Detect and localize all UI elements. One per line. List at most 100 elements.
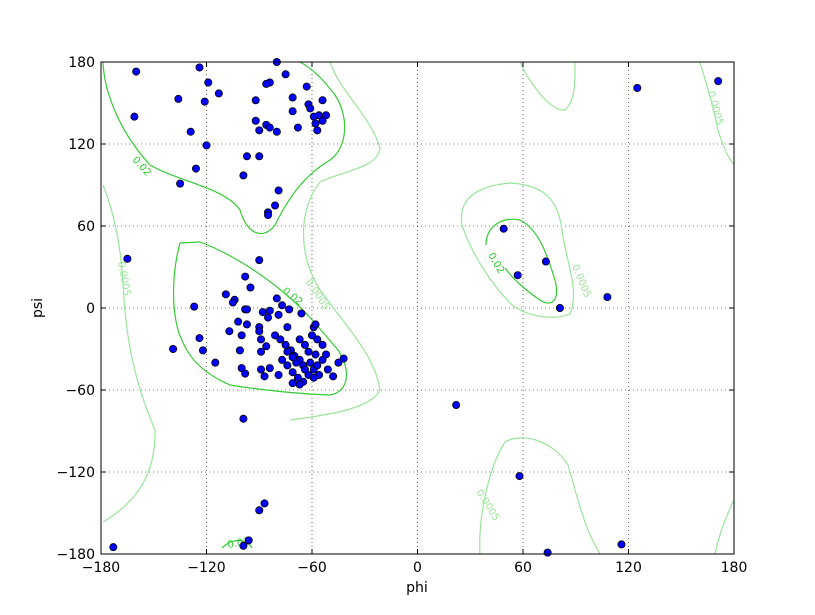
point: [242, 320, 251, 329]
contour-line: [699, 61, 735, 166]
point: [555, 303, 564, 312]
point: [244, 536, 253, 545]
point: [318, 116, 327, 125]
point: [295, 380, 304, 389]
point: [306, 104, 315, 113]
point: [313, 361, 322, 370]
points: [109, 58, 723, 557]
point: [174, 94, 183, 103]
point: [300, 340, 309, 349]
contour-line: [519, 61, 576, 111]
point: [255, 506, 264, 515]
point: [281, 70, 290, 79]
point: [123, 254, 132, 263]
point: [265, 306, 274, 315]
point: [211, 358, 220, 367]
contour-line: [479, 437, 601, 555]
point: [322, 350, 331, 359]
point: [255, 152, 264, 161]
point: [204, 78, 213, 87]
point: [251, 116, 260, 125]
point: [318, 96, 327, 105]
point: [190, 302, 199, 311]
point: [278, 355, 287, 364]
point: [260, 499, 269, 508]
point: [176, 179, 185, 188]
x-tick-label: 0: [413, 560, 422, 576]
point: [241, 272, 250, 281]
point: [264, 313, 273, 322]
point: [302, 82, 311, 91]
point: [225, 327, 234, 336]
point: [271, 201, 280, 210]
point: [255, 256, 264, 265]
contour-line: [102, 184, 156, 523]
point: [339, 354, 348, 363]
point: [239, 414, 248, 423]
point: [241, 369, 250, 378]
point: [285, 305, 294, 314]
x-axis-label: phi: [406, 580, 428, 596]
point: [228, 298, 237, 307]
point: [295, 335, 304, 344]
point: [272, 127, 281, 136]
point: [130, 112, 139, 121]
x-tick-label: −60: [297, 560, 327, 576]
point: [306, 358, 315, 367]
point: [318, 340, 327, 349]
point: [329, 372, 338, 381]
point: [186, 127, 195, 136]
point: [311, 350, 320, 359]
point: [499, 224, 508, 233]
point: [452, 401, 461, 410]
point: [262, 342, 271, 351]
point: [311, 119, 320, 128]
y-tick-label: −60: [65, 383, 95, 399]
point: [297, 309, 306, 318]
point: [237, 331, 246, 340]
contour-line: [102, 61, 346, 235]
contour-line: [460, 182, 575, 318]
point: [304, 347, 313, 356]
point: [251, 96, 260, 105]
contour-line: [172, 241, 347, 396]
point: [278, 301, 287, 310]
contours: [102, 61, 735, 555]
point: [311, 320, 320, 329]
point: [169, 344, 178, 353]
y-tick-label: 0: [86, 301, 95, 317]
point: [307, 331, 316, 340]
point: [195, 63, 204, 72]
point: [246, 283, 255, 292]
point: [603, 293, 612, 302]
point: [109, 543, 118, 552]
point: [242, 152, 251, 161]
x-tick-label: 60: [514, 560, 532, 576]
point: [617, 540, 626, 549]
point: [234, 317, 243, 326]
point: [271, 331, 280, 340]
point: [300, 365, 309, 374]
x-tick-label: −120: [187, 560, 225, 576]
point: [283, 323, 292, 332]
point: [257, 335, 266, 344]
point: [264, 211, 273, 220]
point: [200, 97, 209, 106]
point: [313, 126, 322, 135]
point: [258, 308, 267, 317]
point: [323, 365, 332, 374]
point: [281, 340, 290, 349]
point: [334, 358, 343, 367]
point: [221, 290, 230, 299]
y-tick-label: −180: [57, 547, 95, 563]
point: [272, 294, 281, 303]
contour-line: [221, 539, 253, 549]
x-tick-label: 120: [615, 560, 642, 576]
x-tick-label: 180: [721, 560, 748, 576]
point: [235, 346, 244, 355]
point: [255, 126, 264, 135]
point: [633, 83, 642, 92]
